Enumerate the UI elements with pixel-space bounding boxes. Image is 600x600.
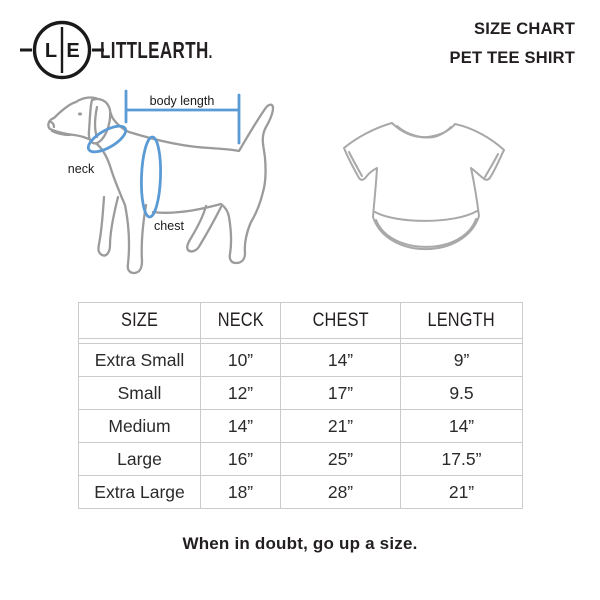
- neck-cell: 12”: [200, 376, 281, 410]
- col-header-chest: CHEST: [280, 302, 401, 339]
- brand-name: LITTLEARTH.: [100, 37, 213, 63]
- col-header-length: LENGTH: [400, 302, 523, 339]
- neck-cell: 14”: [200, 409, 281, 443]
- dog-measurement-diagram: body length neck chest: [47, 89, 275, 275]
- shirt-outline: [343, 122, 505, 251]
- dog-eye: [78, 112, 82, 116]
- shirt-collar-line: [396, 125, 452, 139]
- chest-cell: 21”: [280, 409, 401, 443]
- page-titles: SIZE CHART PET TEE SHIRT: [450, 15, 575, 73]
- size-table: SIZE NECK CHEST LENGTH Extra Small 10” 1…: [78, 302, 523, 509]
- size-cell: Extra Small: [78, 343, 201, 377]
- size-cell: Medium: [78, 409, 201, 443]
- dog-outline: [47, 96, 275, 275]
- chest-cell: 17”: [280, 376, 401, 410]
- table-row: Medium 14” 21” 14”: [78, 409, 523, 443]
- chest-cell: 25”: [280, 442, 401, 476]
- shirt-right-cuff: [484, 153, 499, 178]
- neck-label: neck: [68, 162, 95, 176]
- chest-cell: 14”: [280, 343, 401, 377]
- sizing-advice-note: When in doubt, go up a size.: [182, 534, 418, 553]
- length-cell: 21”: [400, 475, 523, 509]
- length-cell: 17.5”: [400, 442, 523, 476]
- length-cell: 9.5: [400, 376, 523, 410]
- brand-trademark-dot: .: [208, 42, 213, 62]
- neck-cell: 18”: [200, 475, 281, 509]
- logo-letter-e: E: [66, 40, 79, 62]
- shirt-hem-seam: [374, 210, 478, 222]
- table-row: Small 12” 17” 9.5: [78, 376, 523, 410]
- body-length-label: body length: [150, 94, 215, 108]
- chest-measure-ellipse: [140, 135, 162, 219]
- logo-circle: [32, 20, 92, 80]
- body-length-bracket: [124, 89, 241, 145]
- table-header-row: SIZE NECK CHEST LENGTH: [78, 302, 523, 339]
- table-row: Extra Large 18” 28” 21”: [78, 475, 523, 509]
- table-row: Large 16” 25” 17.5”: [78, 442, 523, 476]
- littlearth-logo-icon: L E: [20, 20, 104, 80]
- col-header-neck: NECK: [200, 302, 281, 339]
- size-chart-title: SIZE CHART: [474, 20, 575, 38]
- col-header-size: SIZE: [78, 302, 201, 339]
- shirt-left-cuff: [348, 151, 363, 177]
- chest-cell: 28”: [280, 475, 401, 509]
- product-title: PET TEE SHIRT: [449, 49, 575, 67]
- length-cell: 9”: [400, 343, 523, 377]
- neck-cell: 16”: [200, 442, 281, 476]
- length-cell: 14”: [400, 409, 523, 443]
- dog-ear: [87, 97, 112, 145]
- size-cell: Large: [78, 442, 201, 476]
- size-cell: Small: [78, 376, 201, 410]
- logo-letter-l: L: [45, 40, 57, 62]
- chest-label: chest: [154, 219, 184, 233]
- table-row: Extra Small 10” 14” 9”: [78, 343, 523, 377]
- neck-measure-ellipse: [86, 124, 128, 154]
- neck-cell: 10”: [200, 343, 281, 377]
- shirt-hem-inner: [375, 218, 477, 248]
- pet-tee-illustration: [343, 122, 505, 251]
- size-cell: Extra Large: [78, 475, 201, 509]
